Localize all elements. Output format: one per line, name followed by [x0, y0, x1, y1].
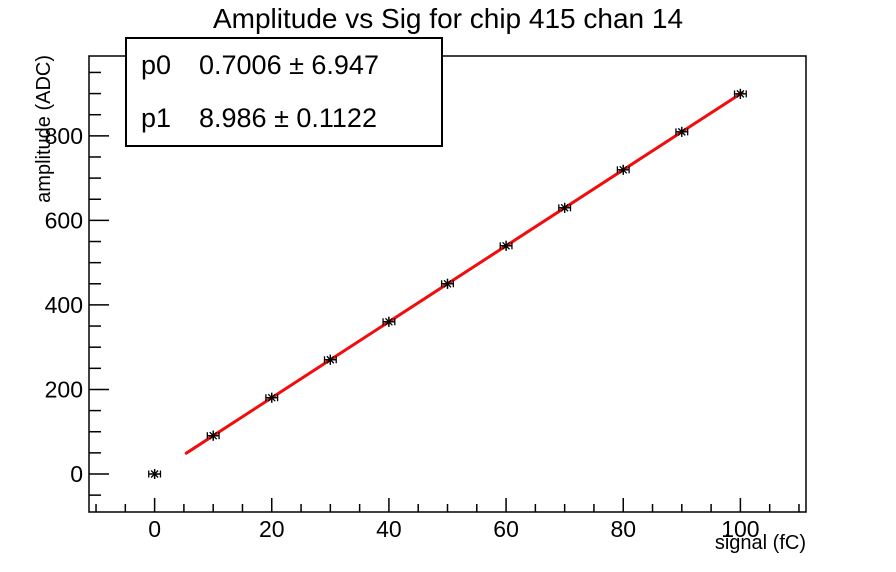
marker-ray	[560, 203, 569, 212]
marker-ray	[384, 317, 393, 326]
data-point	[499, 240, 513, 251]
chart-title: Amplitude vs Sig for chip 415 chan 14	[212, 3, 684, 34]
x-tick-label: 60	[493, 516, 519, 542]
data-point	[440, 278, 455, 289]
marker-ray	[326, 355, 335, 364]
data-point	[616, 164, 630, 175]
stats-param-p0-value: 0.7006 ± 6.947	[199, 50, 379, 80]
y-tick-label: 400	[45, 292, 83, 318]
data-point	[382, 316, 396, 327]
marker-ray	[677, 127, 686, 136]
marker-ray	[619, 165, 628, 174]
y-tick-label: 0	[70, 461, 83, 487]
data-point	[733, 88, 747, 99]
marker-ray	[209, 431, 218, 440]
fit-stats-box: p0 0.7006 ± 6.947 p1 8.986 ± 0.1122	[125, 37, 443, 147]
stats-param-p1-value: 8.986 ± 0.1122	[199, 103, 377, 133]
y-tick-label: 600	[45, 207, 83, 233]
marker-ray	[443, 279, 452, 288]
x-tick-label: 80	[610, 516, 636, 542]
fit-line	[184, 91, 744, 455]
marker-ray	[150, 470, 159, 478]
data-point	[265, 392, 279, 403]
data-point	[558, 202, 572, 213]
y-tick-label: 800	[45, 123, 83, 149]
x-tick-label: 100	[721, 516, 759, 542]
x-tick-label: 20	[259, 516, 285, 542]
stats-row-p0: p0 0.7006 ± 6.947	[127, 39, 441, 92]
stats-row-p1: p1 8.986 ± 0.1122	[127, 92, 441, 145]
marker-ray	[267, 393, 276, 402]
y-tick-label: 200	[45, 376, 83, 402]
x-tick-label: 0	[148, 516, 161, 542]
marker-ray	[736, 89, 745, 98]
stats-param-p1-label: p1	[141, 103, 172, 133]
data-point	[323, 354, 337, 365]
data-point	[148, 469, 162, 479]
x-axis-title: signal (fC)	[714, 532, 806, 554]
stats-param-p0-label: p0	[141, 50, 172, 80]
data-point	[206, 430, 220, 441]
marker-ray	[502, 241, 511, 250]
y-axis-title: amplitude (ADC)	[33, 55, 55, 203]
data-point	[675, 126, 689, 137]
x-tick-label: 40	[376, 516, 402, 542]
